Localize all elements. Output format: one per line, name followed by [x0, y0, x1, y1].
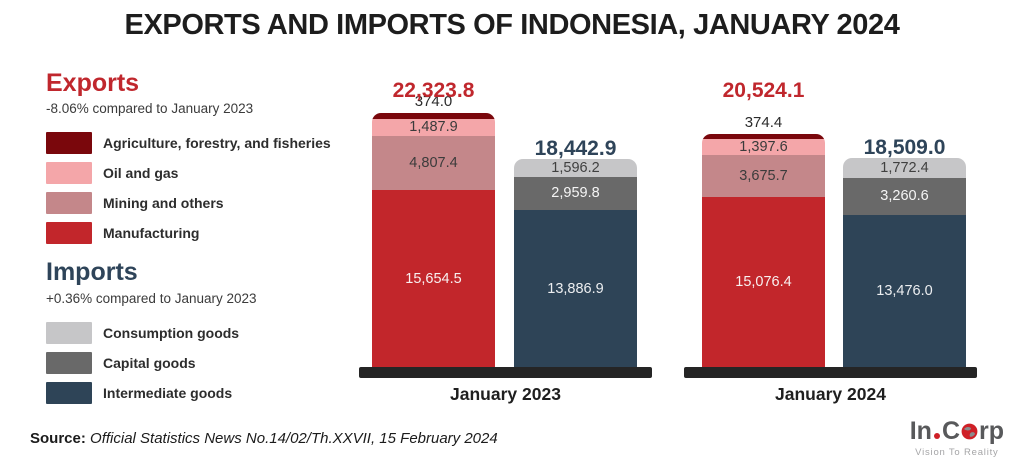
imports-legend-item: Consumption goods [46, 321, 358, 344]
segment-outside-label: 374.0 [414, 93, 453, 111]
segment-outside-label: 374.4 [744, 113, 783, 131]
exports-legend-item: Manufacturing [46, 222, 358, 245]
imports-bar: 1,596.2 2,959.8 13,886.9 [514, 158, 637, 367]
bar-segment: 1,772.4 [843, 157, 966, 178]
legend-label: Agriculture, forestry, and fisheries [103, 135, 331, 152]
bar-segment: 4,807.4 [372, 135, 495, 191]
axis-base-bar [359, 367, 652, 378]
bar-segment [702, 133, 825, 140]
bar-segment: 13,476.0 [843, 214, 966, 367]
legend-label: Consumption goods [103, 324, 240, 341]
imports-legend-item: Capital goods [46, 351, 358, 374]
legend-panel: Exports -8.06% compared to January 2023 … [46, 70, 358, 412]
legend-swatch [46, 222, 92, 245]
bar-segment: 15,076.4 [702, 196, 825, 367]
exports-bar: 1,487.9 4,807.4 15,654.5 [372, 113, 495, 367]
imports-total-label: 18,509.0 [863, 135, 946, 159]
bar-segment: 15,654.5 [372, 190, 495, 367]
legend-swatch [46, 321, 92, 344]
page-title: EXPORTS AND IMPORTS OF INDONESIA, JANUAR… [124, 9, 900, 41]
legend-swatch [46, 132, 92, 155]
logo-text-rp: rp [979, 417, 1004, 445]
logo-text-in: In [909, 417, 932, 445]
bar-segment: 13,886.9 [514, 210, 637, 367]
bar-segment [372, 113, 495, 119]
legend-label: Capital goods [103, 354, 196, 371]
imports-legend-item: Intermediate goods [46, 381, 358, 404]
legend-swatch [46, 351, 92, 374]
exports-legend-item: Agriculture, forestry, and fisheries [46, 132, 358, 155]
exports-subtitle: -8.06% compared to January 2023 [46, 101, 254, 117]
exports-total-label: 20,524.1 [722, 79, 805, 102]
exports-total-label: 22,323.8 [392, 79, 475, 102]
legend-swatch [46, 162, 92, 185]
globe-icon [961, 420, 978, 440]
legend-label: Intermediate goods [103, 384, 233, 401]
source-note: Source: Official Statistics News No.14/0… [30, 430, 498, 447]
legend-label: Manufacturing [103, 225, 200, 242]
logo-text-c: C [941, 417, 960, 445]
imports-legend-list: Consumption goods Capital goods Intermedia… [46, 321, 358, 404]
exports-bar: 1,397.6 3,675.7 15,076.4 [702, 133, 825, 367]
imports-legend-section: Imports +0.36% compared to January 2023 … [46, 258, 358, 404]
incorp-logo: In C rp Vision To Reality [910, 419, 1004, 459]
category-label: January 2024 [775, 384, 886, 404]
bar-segment: 1,397.6 [702, 139, 825, 155]
logo-dot-icon [933, 433, 940, 439]
imports-total-label: 18,442.9 [534, 136, 617, 160]
bar-segment: 2,959.8 [514, 176, 637, 211]
bar-segment: 3,260.6 [843, 177, 966, 215]
exports-legend-section: Exports -8.06% compared to January 2023 … [46, 69, 358, 245]
legend-swatch [46, 381, 92, 404]
exports-heading: Exports [46, 69, 140, 97]
exports-legend-item: Mining and others [46, 192, 358, 215]
imports-subtitle: +0.36% compared to January 2023 [46, 290, 257, 306]
bar-segment: 1,596.2 [514, 158, 637, 177]
legend-label: Oil and gas [103, 165, 179, 182]
legend-label: Mining and others [103, 195, 224, 212]
exports-legend-item: Oil and gas [46, 162, 358, 185]
imports-bar: 1,772.4 3,260.6 13,476.0 [843, 157, 966, 367]
axis-base-bar [684, 367, 977, 378]
source-prefix: Source: [30, 430, 86, 447]
category-label: January 2023 [450, 384, 561, 404]
bar-segment: 1,487.9 [372, 118, 495, 136]
legend-swatch [46, 192, 92, 215]
logo-tagline: Vision To Reality [915, 447, 999, 458]
exports-legend-list: Agriculture, forestry, and fisheries Oil … [46, 132, 358, 245]
logo-wordmark: In C rp [910, 419, 1004, 444]
bar-segment: 3,675.7 [702, 155, 825, 197]
source-text: Official Statistics News No.14/02/Th.XXV… [90, 430, 498, 447]
imports-heading: Imports [46, 258, 138, 287]
